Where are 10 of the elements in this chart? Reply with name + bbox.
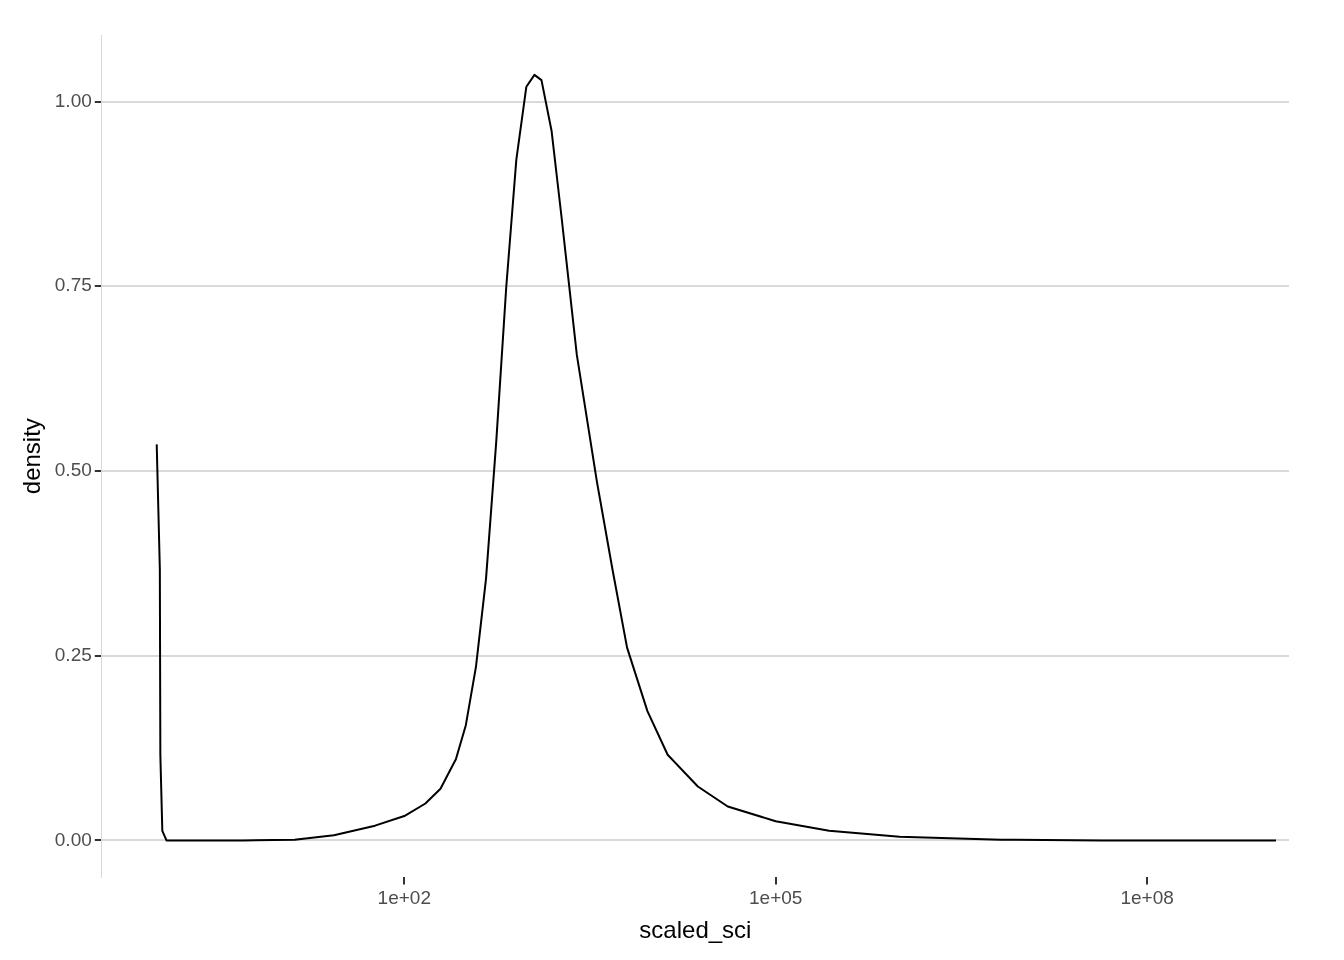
y-axis-title: density [18,418,46,495]
y-tick-label: 1.00 [54,89,92,111]
x-axis-title: scaled_sci [639,916,752,944]
x-tick-label: 1e+05 [749,887,803,909]
y-tick-label: 0.75 [54,274,92,296]
x-tick-label: 1e+02 [377,887,431,909]
y-tick-label: 0.00 [54,828,92,850]
x-tick-label: 1e+08 [1120,887,1174,909]
y-tick-label: 0.25 [54,643,92,665]
y-tick-label: 0.50 [54,459,92,481]
